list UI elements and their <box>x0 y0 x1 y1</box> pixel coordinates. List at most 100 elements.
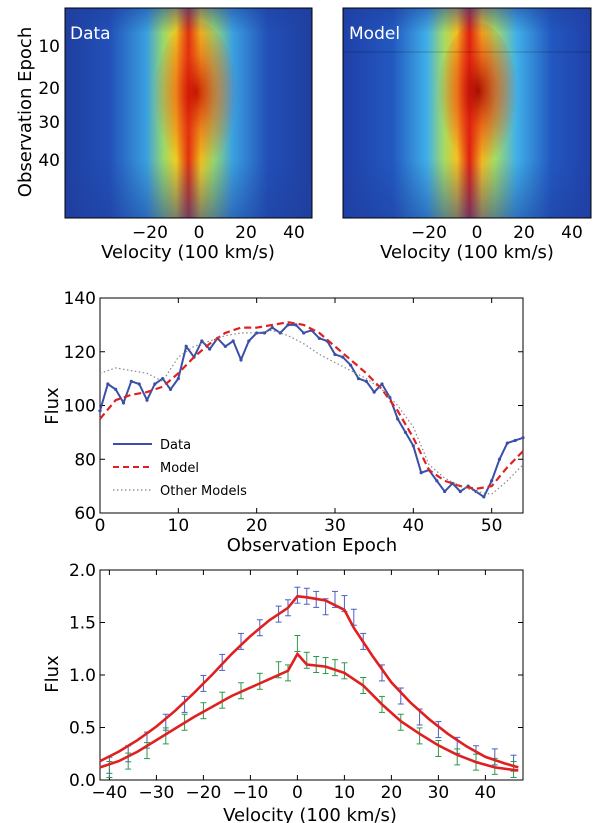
profile-ytick-label: 1.5 <box>69 614 96 634</box>
heatmap-model-xtick: −20 <box>411 223 447 243</box>
profile-xtick-label: 20 <box>381 783 403 803</box>
epoch-flux-data-point <box>443 489 447 494</box>
epoch-flux-data-point <box>435 479 439 483</box>
epoch-flux-data-point <box>419 471 423 475</box>
epoch-flux-data-point <box>490 479 494 483</box>
epoch-flux-data-point <box>349 363 353 367</box>
epoch-flux-data-point <box>505 441 509 445</box>
heatmap-data-label: Data <box>70 24 111 44</box>
epoch-flux-data-point <box>372 390 376 394</box>
heatmap-data-ylabel: Observation Epoch <box>15 27 36 197</box>
profile-panel: −40 −30 −20 −10 0 10 20 30 40 0.0 0.5 1.0 1.5 2.0 Vel… <box>42 561 524 823</box>
epoch-flux-data-point <box>98 409 102 413</box>
heatmap-model-label: Model <box>349 24 400 44</box>
heatmap-model-frame <box>342 7 592 219</box>
epoch-flux-data-point <box>380 382 384 386</box>
epoch-flux-data-point <box>121 401 126 405</box>
epoch-flux-data-point <box>184 344 188 348</box>
profile-ytick-label: 0.0 <box>69 771 96 791</box>
epoch-flux-data-point <box>262 331 267 335</box>
legend-other-label: Other Models <box>160 484 247 499</box>
heatmap-data-xticks: −20 0 20 40 <box>132 223 305 243</box>
heatmap-model-xtick: 0 <box>472 223 483 243</box>
epoch-flux-data-point <box>200 339 204 343</box>
epoch-flux-frame <box>99 297 524 514</box>
epoch-flux-data-point <box>497 457 502 461</box>
epoch-flux-data-point <box>161 377 165 381</box>
epoch-flux-data-point <box>356 377 361 381</box>
heatmap-model-xlabel: Velocity (100 km/s) <box>380 242 554 263</box>
epoch-flux-data-point <box>333 352 337 357</box>
epoch-flux-ytick-label: 60 <box>74 504 96 524</box>
heatmap-model-panel: Model −20 0 20 40 Velocity (100 km/s) <box>342 7 592 263</box>
epoch-flux-data-point <box>278 331 282 335</box>
epoch-flux-data-point <box>317 336 321 340</box>
profile-xtick-label: 10 <box>334 783 356 803</box>
profile-ytick-label: 2.0 <box>69 561 96 581</box>
epoch-flux-data-point <box>247 339 251 343</box>
profile-xtick-label: −40 <box>91 783 127 803</box>
epoch-flux-xtick-label: 20 <box>246 516 268 536</box>
epoch-flux-data-point <box>513 438 517 443</box>
epoch-flux-series-2-line <box>99 329 524 495</box>
epoch-flux-data-point <box>153 382 157 386</box>
heatmap-data-xtick: 0 <box>194 223 205 243</box>
epoch-flux-series-1-line <box>99 321 524 490</box>
epoch-flux-data-point <box>411 444 415 448</box>
epoch-flux-xtick-label: 50 <box>481 516 503 536</box>
profile-xtick-label: 0 <box>292 783 303 803</box>
epoch-flux-ytick-label: 140 <box>64 289 96 309</box>
heatmap-data-yticks: 10 20 30 40 <box>38 37 60 171</box>
epoch-flux-legend: Data Model Other Models <box>113 438 247 499</box>
heatmap-data-ytick: 10 <box>38 37 60 57</box>
epoch-flux-xtick-label: 30 <box>324 516 346 536</box>
heatmap-data-xtick: 20 <box>235 223 257 243</box>
profile-xtick-label: −10 <box>232 783 268 803</box>
heatmap-data-xtick: −20 <box>132 223 168 243</box>
heatmap-data-panel: Data −20 0 20 40 10 20 30 40 Velocity (1… <box>15 7 313 263</box>
profile-xtick-label: 40 <box>475 783 497 803</box>
heatmap-model-fade <box>343 8 591 218</box>
epoch-flux-data-point <box>450 481 455 486</box>
epoch-flux-ytick-label: 120 <box>64 343 96 363</box>
epoch-flux-data-point <box>388 395 392 400</box>
epoch-flux-data-point <box>208 347 212 351</box>
heatmap-data-xlabel: Velocity (100 km/s) <box>101 242 275 263</box>
legend-model-label: Model <box>160 461 199 476</box>
epoch-flux-data-point <box>223 344 227 348</box>
epoch-flux-data-point <box>341 355 345 359</box>
heatmap-data-frame <box>64 7 313 219</box>
epoch-flux-data-point <box>396 417 400 421</box>
heatmap-data-ytick: 40 <box>38 151 60 171</box>
heatmap-model-xticks: −20 0 20 40 <box>411 223 583 243</box>
epoch-flux-ytick-label: 100 <box>64 397 96 417</box>
epoch-flux-data-point <box>168 387 173 391</box>
epoch-flux-data-point <box>106 382 110 386</box>
epoch-flux-xtick-label: 10 <box>168 516 190 536</box>
epoch-flux-data-point <box>270 325 274 330</box>
epoch-flux-series <box>98 321 525 499</box>
profile-xtick-label: −30 <box>138 783 174 803</box>
epoch-flux-data-point <box>145 398 149 402</box>
epoch-flux-ylabel: Flux <box>42 387 63 425</box>
heatmap-data-ytick: 30 <box>38 113 60 133</box>
epoch-flux-panel: 0 10 20 30 40 50 60 80 100 120 140 Observation Epo… <box>42 289 525 556</box>
epoch-flux-data-point <box>364 379 368 383</box>
epoch-flux-xtick-label: 40 <box>403 516 425 536</box>
epoch-flux-data-point <box>129 379 133 383</box>
heatmap-data-xtick: 40 <box>283 223 305 243</box>
heatmap-model-xtick: 20 <box>513 223 535 243</box>
profile-frame <box>99 569 524 781</box>
epoch-flux-data-point <box>114 387 118 391</box>
epoch-flux-data-point <box>302 331 306 335</box>
epoch-flux-ytick-label: 80 <box>74 450 96 470</box>
epoch-flux-data-point <box>403 430 408 434</box>
epoch-flux-data-point <box>521 436 525 440</box>
heatmap-data-fade <box>65 8 312 218</box>
epoch-flux-data-point <box>286 323 290 327</box>
profile-series <box>99 586 519 778</box>
profile-ytick-label: 0.5 <box>69 719 96 739</box>
profile-xlabel: Velocity (100 km/s) <box>223 805 397 823</box>
profile-ytick-label: 1.0 <box>69 666 96 686</box>
